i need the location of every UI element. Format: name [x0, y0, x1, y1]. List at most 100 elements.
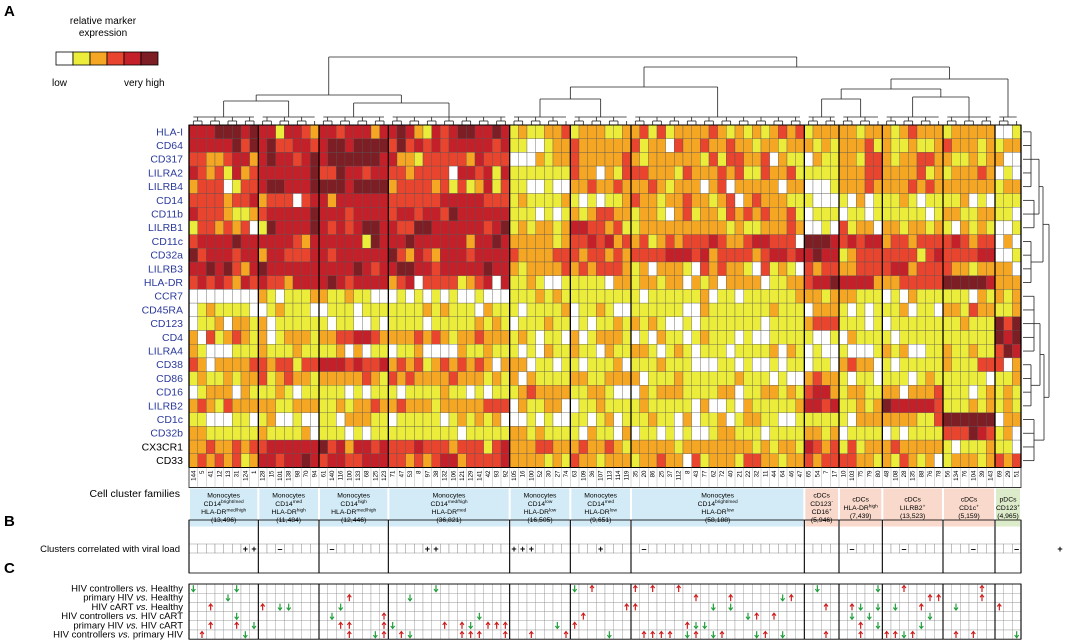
- heatmap-cell: [934, 330, 944, 345]
- cluster-id: 46: [788, 470, 795, 477]
- heatmap-cell: [509, 412, 519, 427]
- comparison-cell: [258, 620, 268, 631]
- heatmap-cell: [197, 261, 207, 276]
- arrow-up: [693, 593, 699, 598]
- heatmap-cell: [353, 344, 363, 359]
- heatmap-cell: [864, 261, 874, 276]
- heatmap-cell: [396, 330, 406, 345]
- heatmap-cell: [1012, 302, 1022, 317]
- heatmap-cell: [353, 220, 363, 235]
- heatmap-cell: [336, 453, 346, 468]
- heatmap-cell: [552, 398, 562, 413]
- heatmap-cell: [873, 453, 883, 468]
- cluster-id: 124: [242, 470, 249, 481]
- heatmap-cell: [769, 124, 779, 139]
- family-label-sup: +: [1017, 504, 1020, 509]
- heatmap-cell: [760, 193, 770, 208]
- heatmap-cell: [561, 426, 571, 441]
- comparison-cell: [795, 611, 805, 621]
- marker-label: CD11b: [151, 208, 183, 220]
- heatmap-cell: [578, 165, 588, 180]
- comparison-cell: [431, 611, 441, 621]
- heatmap-cell: [327, 398, 337, 413]
- heatmap-cell: [994, 261, 1004, 276]
- comparison-cell: [630, 611, 640, 621]
- heatmap-cell: [362, 344, 372, 359]
- heatmap-cell: [544, 179, 554, 194]
- heatmap-cell: [292, 234, 302, 249]
- heatmap-cell: [890, 453, 900, 468]
- comparison-cell: [275, 593, 285, 603]
- heatmap-cell: [466, 439, 476, 454]
- family-label-line: cDCs: [904, 497, 921, 504]
- comparison-cell: [422, 602, 432, 612]
- heatmap-cell: [405, 453, 415, 468]
- heatmap-cell: [344, 261, 354, 276]
- heatmap-cell: [648, 371, 658, 386]
- heatmap-cell: [691, 275, 701, 290]
- heatmap-cell: [925, 207, 935, 222]
- heatmap-cell: [232, 302, 242, 317]
- heatmap-cell: [942, 220, 952, 235]
- heatmap-cell: [301, 344, 311, 359]
- heatmap-cell: [908, 330, 918, 345]
- heatmap-cell: [821, 193, 831, 208]
- comparison-text: Healthy: [148, 593, 183, 604]
- heatmap-cell: [743, 207, 753, 222]
- heatmap-cell: [812, 398, 822, 413]
- arrow-up: [979, 593, 985, 598]
- heatmap-cell: [544, 124, 554, 139]
- heatmap-cell: [483, 453, 493, 468]
- comparison-cell: [856, 611, 866, 621]
- heatmap-cell: [682, 138, 692, 153]
- heatmap-cell: [353, 124, 363, 139]
- heatmap-cell: [838, 302, 848, 317]
- heatmap-cell: [422, 453, 432, 468]
- heatmap-cell: [587, 289, 597, 304]
- comparison-cell: [795, 593, 805, 603]
- heatmap-cell: [197, 138, 207, 153]
- comparison-cell: [942, 593, 952, 603]
- arrow-up: [901, 584, 907, 589]
- heatmap-cell: [856, 207, 866, 222]
- heatmap-cell: [552, 344, 562, 359]
- heatmap-cell: [275, 412, 285, 427]
- cluster-id: 41: [208, 470, 215, 477]
- heatmap-cell: [795, 207, 805, 222]
- comparison-cell: [908, 583, 918, 594]
- heatmap-cell: [674, 357, 684, 372]
- comparison-cell: [656, 611, 666, 621]
- heatmap-cell: [717, 179, 727, 194]
- heatmap-cell: [968, 275, 978, 290]
- heatmap-cell: [890, 275, 900, 290]
- heatmap-cell: [847, 412, 857, 427]
- heatmap-cell: [214, 357, 224, 372]
- viral-load-cell: [206, 543, 216, 554]
- comparison-cell: [483, 602, 493, 612]
- heatmap-cell: [509, 261, 519, 276]
- heatmap-cell: [942, 302, 952, 317]
- heatmap-cell: [847, 261, 857, 276]
- heatmap-cell: [388, 165, 398, 180]
- heatmap-cell: [968, 453, 978, 468]
- comparison-cell: [353, 602, 363, 612]
- heatmap-cell: [570, 275, 580, 290]
- heatmap-cell: [457, 165, 467, 180]
- heatmap-cell: [578, 385, 588, 400]
- heatmap-cell: [769, 412, 779, 427]
- heatmap-cell: [613, 289, 623, 304]
- heatmap-cell: [1003, 275, 1013, 290]
- heatmap-cell: [864, 316, 874, 331]
- marker-label: CD123: [150, 318, 183, 330]
- comparison-cell: [414, 611, 424, 621]
- heatmap-cell: [1012, 412, 1022, 427]
- comparison-cell: [596, 583, 606, 594]
- arrow-up: [910, 630, 916, 635]
- heatmap-cell: [648, 179, 658, 194]
- heatmap-cell: [587, 248, 597, 263]
- heatmap-cell: [570, 439, 580, 454]
- heatmap-cell: [249, 371, 259, 386]
- heatmap-cell: [656, 385, 666, 400]
- heatmap-cell: [821, 385, 831, 400]
- heatmap-cell: [197, 289, 207, 304]
